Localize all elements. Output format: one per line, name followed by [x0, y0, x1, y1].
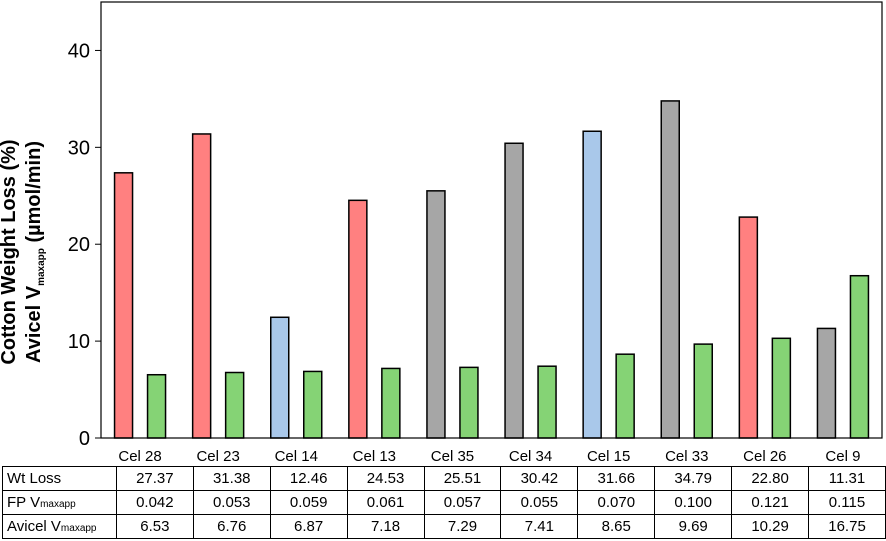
table-cell: 11.31 [808, 466, 886, 491]
x-category-label: Cel 35 [431, 448, 474, 465]
x-category-label: Cel 28 [118, 448, 161, 465]
bar-chart: Cotton Weight Loss (%) Avicel Vmaxapp (µ… [0, 1, 883, 465]
y-tick-label: 10 [68, 331, 90, 353]
table-cell: 0.070 [577, 490, 656, 515]
table-cell: 6.87 [269, 514, 348, 539]
table-cell: 0.100 [654, 490, 733, 515]
table-cell: 0.055 [500, 490, 579, 515]
table-cell: 0.059 [269, 490, 348, 515]
x-category-label: Cel 26 [743, 448, 786, 465]
bars [113, 100, 870, 439]
bar-avicel-vmaxapp [771, 337, 792, 439]
bar-avicel-vmaxapp [693, 343, 713, 439]
y-axis-ticks: 0 10 20 30 40 [68, 40, 101, 450]
bar-avicel-vmaxapp [615, 353, 635, 439]
bar-wt-loss [504, 142, 524, 439]
table-cell: 0.053 [192, 490, 271, 515]
y-tick-label: 40 [68, 40, 90, 62]
bar-avicel-vmaxapp [849, 274, 870, 439]
table-cell: 9.69 [654, 514, 733, 539]
table-cell: 16.75 [808, 514, 886, 539]
table-cell: 22.80 [731, 466, 810, 491]
y-tick-label: 30 [68, 137, 90, 159]
y-tick-label: 20 [68, 234, 90, 256]
bar-avicel-vmaxapp [146, 373, 167, 439]
table-cell: 27.37 [115, 466, 194, 491]
table-cell: 0.057 [423, 490, 502, 515]
table-row-label: Wt Loss [2, 466, 117, 491]
x-category-label: Cel 14 [275, 448, 318, 465]
bar-wt-loss [816, 327, 837, 439]
x-category-label: Cel 34 [509, 448, 552, 465]
bar-wt-loss [738, 216, 759, 439]
table-cell: 0.115 [808, 490, 886, 515]
bar-avicel-vmaxapp [303, 370, 323, 439]
table-cell: 7.29 [423, 514, 502, 539]
table-cell: 31.66 [577, 466, 656, 491]
table-row-label: FP Vmaxapp [2, 490, 117, 515]
y-axis-label-line2: Avicel Vmaxapp (µmol/min) [23, 141, 47, 363]
table-cell: 24.53 [346, 466, 425, 491]
table-cell: 7.18 [346, 514, 425, 539]
x-category-label: Cel 13 [353, 448, 396, 465]
table-row: Avicel Vmaxapp 6.53 6.76 6.87 7.18 7.29 7.41 8.… [2, 514, 886, 539]
table-cell: 0.061 [346, 490, 425, 515]
table-cell: 31.38 [192, 466, 271, 491]
bar-wt-loss [426, 190, 446, 439]
bar-wt-loss [582, 130, 602, 439]
data-table: Wt Loss 27.37 31.38 12.46 24.53 25.51 30.42 31.… [2, 466, 886, 539]
bar-avicel-vmaxapp [224, 371, 245, 439]
table-row: Wt Loss 27.37 31.38 12.46 24.53 25.51 30.42 31.… [2, 466, 886, 491]
bar-wt-loss [191, 133, 212, 439]
table-cell: 34.79 [654, 466, 733, 491]
bar-wt-loss [113, 172, 134, 439]
x-category-label: Cel 15 [587, 448, 630, 465]
x-category-label: Cel 9 [825, 448, 860, 465]
x-category-label: Cel 23 [196, 448, 239, 465]
y-tick-label: 0 [79, 428, 90, 450]
category-labels: Cel 28 Cel 23 Cel 14 Cel 13 Cel 35 Cel 34 Cel … [118, 448, 860, 465]
table-cell: 6.76 [192, 514, 271, 539]
bar-wt-loss [660, 100, 680, 439]
table-cell: 12.46 [269, 466, 348, 491]
bar-avicel-vmaxapp [537, 365, 557, 439]
bar-avicel-vmaxapp [381, 367, 401, 439]
table-cell: 25.51 [423, 466, 502, 491]
table-cell: 0.121 [731, 490, 810, 515]
bar-avicel-vmaxapp [459, 366, 479, 439]
plot-frame [100, 1, 883, 439]
table-cell: 8.65 [577, 514, 656, 539]
bar-wt-loss [270, 316, 290, 439]
table-cell: 0.042 [115, 490, 194, 515]
table-row-label: Avicel Vmaxapp [2, 514, 117, 539]
table-cell: 6.53 [115, 514, 194, 539]
x-category-label: Cel 33 [665, 448, 708, 465]
bar-wt-loss [348, 199, 368, 439]
y-axis-label-line1: Cotton Weight Loss (%) [0, 139, 20, 364]
table-cell: 30.42 [500, 466, 579, 491]
table-cell: 10.29 [731, 514, 810, 539]
table-row: FP Vmaxapp 0.042 0.053 0.059 0.061 0.057 0.055… [2, 490, 886, 515]
table-cell: 7.41 [500, 514, 579, 539]
